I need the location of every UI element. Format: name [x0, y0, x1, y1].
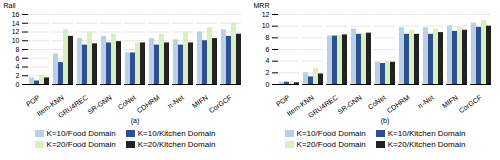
svg-text:0: 0 [266, 81, 270, 88]
svg-text:2: 2 [16, 72, 20, 79]
html-text:K=10/Food Domain: K=10/Food Domain [46, 129, 116, 138]
svg-text:π-Net: π-Net [166, 94, 185, 110]
html-text:K=20/Kitchen Domain: K=20/Kitchen Domain [387, 140, 466, 149]
svg-text:4: 4 [266, 57, 270, 64]
html-text:K=10/Food Domain: K=10/Food Domain [296, 129, 366, 138]
svg-text:CoNet: CoNet [367, 94, 387, 111]
svg-text:(a): (a) [131, 117, 140, 125]
svg-text:6: 6 [266, 46, 270, 53]
html-text:K=20/Kitchen Domain: K=20/Kitchen Domain [137, 140, 216, 149]
svg-text:CorGCF: CorGCF [457, 94, 482, 115]
svg-text:8: 8 [266, 34, 270, 41]
svg-text:(b): (b) [381, 117, 390, 125]
svg-text:10: 10 [12, 37, 20, 44]
svg-text:0: 0 [16, 81, 20, 88]
svg-text:SR-GNN: SR-GNN [86, 94, 113, 116]
svg-text:12: 12 [262, 11, 270, 18]
svg-text:CoNet: CoNet [117, 94, 137, 111]
html-text:K=20/Food Domain: K=20/Food Domain [296, 140, 366, 149]
svg-text:MIFN: MIFN [191, 94, 209, 110]
svg-text:10: 10 [262, 22, 270, 29]
html-text:K=20/Food Domain: K=20/Food Domain [46, 140, 116, 149]
svg-text:POP: POP [275, 94, 291, 108]
svg-text:MRR: MRR [254, 2, 270, 9]
svg-text:CorGCF: CorGCF [207, 94, 232, 115]
svg-text:GRU4REC: GRU4REC [57, 94, 89, 119]
svg-text:GRU4REC: GRU4REC [307, 94, 339, 119]
svg-text:2: 2 [266, 69, 270, 76]
svg-text:POP: POP [25, 94, 41, 108]
svg-text:CDHRM: CDHRM [385, 94, 410, 115]
svg-text:12: 12 [12, 28, 20, 35]
svg-text:Item-KNN: Item-KNN [35, 93, 65, 118]
svg-text:4: 4 [16, 63, 20, 70]
html-text:K=10/Kitchen Domain: K=10/Kitchen Domain [137, 129, 216, 138]
svg-text:14: 14 [12, 19, 20, 26]
svg-text:Rall: Rall [4, 2, 17, 9]
html-text:K=10/Kitchen Domain: K=10/Kitchen Domain [387, 129, 466, 138]
svg-text:16: 16 [12, 11, 20, 18]
svg-text:π-Net: π-Net [416, 94, 435, 110]
svg-text:6: 6 [16, 54, 20, 61]
svg-text:CDHRM: CDHRM [135, 94, 160, 115]
svg-text:8: 8 [16, 46, 20, 53]
svg-text:Item-KNN: Item-KNN [285, 93, 315, 118]
svg-text:SR-GNN: SR-GNN [336, 94, 363, 116]
svg-text:MIFN: MIFN [441, 94, 459, 110]
